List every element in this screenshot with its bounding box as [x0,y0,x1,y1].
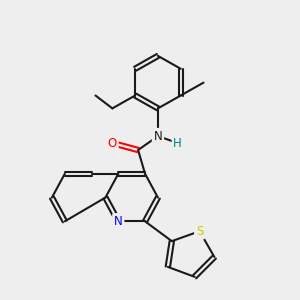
Text: O: O [108,136,117,150]
Text: H: H [173,136,182,150]
Text: S: S [196,225,203,238]
Text: N: N [154,130,162,142]
Text: N: N [114,215,123,228]
